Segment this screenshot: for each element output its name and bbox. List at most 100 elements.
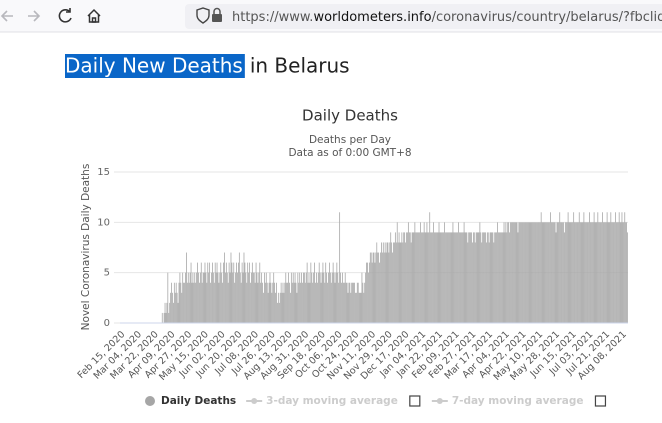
url-bar[interactable] (185, 4, 662, 29)
y-tick-label: 15 (97, 167, 110, 178)
bar (611, 222, 613, 323)
bar (201, 282, 203, 323)
bar (194, 272, 196, 323)
bar (287, 282, 289, 323)
bar (233, 262, 235, 323)
reload-button[interactable] (58, 8, 72, 23)
bar (394, 232, 396, 323)
bar (602, 212, 603, 323)
bar (289, 282, 290, 323)
bar (560, 222, 562, 323)
back-button[interactable] (0, 10, 13, 22)
bar (450, 232, 452, 323)
bar (351, 282, 353, 323)
bar (261, 272, 263, 323)
bar (186, 252, 187, 323)
y-axis-label: Novel Coronavirus Daily Deaths (80, 164, 92, 331)
bar (300, 282, 302, 323)
shield-icon[interactable] (196, 7, 210, 24)
bar (490, 232, 492, 323)
bar (195, 282, 197, 323)
bar (249, 262, 250, 323)
legend-label[interactable]: 7-day moving average (452, 395, 584, 407)
bar (315, 282, 316, 323)
bar (402, 242, 404, 323)
bar (428, 232, 430, 323)
bar (568, 222, 570, 323)
bar (307, 282, 309, 323)
bar (358, 292, 360, 323)
legend-item[interactable]: 7-day moving average (431, 395, 584, 407)
bar (168, 312, 170, 323)
bar (200, 262, 202, 323)
bar (563, 232, 565, 323)
bar (522, 222, 523, 323)
bar (389, 242, 391, 323)
bar (407, 222, 409, 323)
legend-item[interactable]: Daily Deaths (145, 395, 236, 407)
bar (265, 272, 267, 323)
lock-icon[interactable] (212, 7, 222, 23)
legend-marker[interactable] (145, 396, 155, 406)
bar (255, 262, 257, 323)
legend-label[interactable]: Daily Deaths (161, 395, 236, 407)
bar (420, 222, 421, 323)
bar (507, 222, 509, 323)
bar (510, 222, 511, 323)
bar (178, 282, 180, 323)
bar (459, 232, 460, 323)
bar (220, 262, 222, 323)
legend-label[interactable]: 3-day moving average (266, 395, 398, 407)
bar (419, 232, 420, 323)
bar (347, 292, 349, 323)
bar (348, 282, 350, 323)
bar (291, 282, 293, 323)
bar (208, 272, 210, 323)
bar (422, 232, 424, 323)
bar (197, 262, 198, 323)
bar (173, 302, 174, 323)
bar (325, 262, 327, 323)
bar (385, 252, 387, 323)
bar (469, 232, 471, 323)
bar (169, 302, 171, 323)
bar (384, 242, 386, 323)
bar (493, 242, 495, 323)
bar (257, 282, 259, 323)
bar (485, 232, 486, 323)
bar (523, 222, 524, 323)
forward-button[interactable] (28, 10, 41, 22)
bar (322, 262, 324, 323)
bar (192, 272, 194, 323)
bar (407, 232, 408, 323)
bar (174, 292, 176, 323)
bar (267, 292, 269, 323)
bar (207, 262, 209, 323)
bar (535, 222, 536, 323)
bar (381, 242, 382, 323)
checkbox[interactable] (594, 395, 607, 407)
bar (303, 272, 305, 323)
bar (534, 222, 536, 323)
bar (616, 222, 618, 323)
bar (593, 212, 595, 323)
bar (440, 232, 442, 323)
checkbox[interactable] (409, 395, 421, 407)
legend-marker[interactable] (436, 398, 443, 404)
bar (299, 272, 301, 323)
bar (539, 222, 541, 323)
bar (576, 222, 578, 323)
bar (277, 292, 279, 323)
bar (301, 272, 302, 323)
bar (317, 272, 319, 323)
bar (186, 282, 188, 323)
bar (359, 292, 361, 323)
bar (619, 222, 621, 323)
legend-marker[interactable] (251, 398, 258, 404)
bar (605, 222, 607, 323)
home-button[interactable] (87, 8, 101, 23)
bar (218, 282, 220, 323)
legend-item[interactable]: 3-day moving average (246, 395, 398, 407)
bar (269, 272, 271, 323)
